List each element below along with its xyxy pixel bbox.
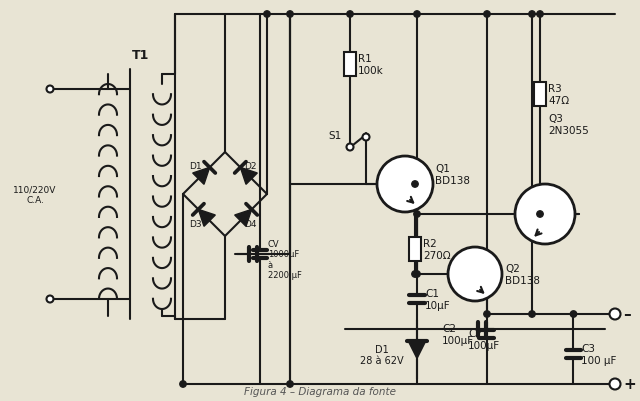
Text: C2
100μF: C2 100μF: [442, 323, 474, 345]
Bar: [409, 237, 421, 261]
Circle shape: [180, 381, 186, 387]
Text: C3
100 μF: C3 100 μF: [582, 343, 617, 365]
Circle shape: [529, 12, 535, 18]
Text: R3
47Ω: R3 47Ω: [548, 84, 569, 105]
Text: D3: D3: [189, 220, 202, 229]
Text: D4: D4: [244, 220, 256, 229]
Circle shape: [537, 211, 543, 218]
Text: –: –: [623, 307, 631, 322]
Polygon shape: [241, 168, 257, 185]
Bar: [534, 83, 546, 107]
Polygon shape: [193, 168, 210, 185]
Polygon shape: [235, 210, 252, 227]
Text: S1: S1: [329, 131, 342, 141]
Circle shape: [515, 184, 575, 244]
Circle shape: [287, 12, 293, 18]
Circle shape: [362, 134, 369, 141]
Circle shape: [47, 86, 54, 93]
Text: C2
100μF: C2 100μF: [468, 328, 500, 350]
Circle shape: [287, 381, 293, 387]
Polygon shape: [198, 210, 215, 227]
Text: 110/220V
C.A.: 110/220V C.A.: [13, 185, 57, 204]
Circle shape: [609, 379, 621, 389]
Text: R1
100k: R1 100k: [358, 54, 384, 76]
Circle shape: [414, 12, 420, 18]
Text: D2: D2: [244, 162, 256, 171]
Circle shape: [412, 181, 418, 188]
Circle shape: [570, 311, 577, 318]
Text: D1
28 à 62V: D1 28 à 62V: [360, 344, 404, 365]
Circle shape: [609, 309, 621, 320]
Text: Q2
BD138: Q2 BD138: [505, 263, 540, 285]
Circle shape: [537, 12, 543, 18]
Circle shape: [377, 157, 433, 213]
Text: Q1
BD138: Q1 BD138: [435, 164, 470, 185]
Circle shape: [347, 12, 353, 18]
Text: +: +: [623, 377, 636, 391]
Circle shape: [47, 296, 54, 303]
Text: T1: T1: [132, 49, 149, 62]
Bar: [344, 53, 356, 77]
Circle shape: [414, 271, 420, 277]
Polygon shape: [408, 341, 426, 358]
Text: CV
1000μF
à
2200 μF: CV 1000μF à 2200 μF: [268, 239, 302, 279]
Circle shape: [484, 12, 490, 18]
Circle shape: [484, 311, 490, 318]
Circle shape: [414, 211, 420, 218]
Text: Q3
2N3055: Q3 2N3055: [548, 114, 589, 136]
Text: Figura 4 – Diagrama da fonte: Figura 4 – Diagrama da fonte: [244, 386, 396, 396]
Circle shape: [264, 12, 270, 18]
Circle shape: [529, 311, 535, 318]
Circle shape: [412, 271, 418, 277]
Text: R2
270Ω: R2 270Ω: [423, 239, 451, 260]
Text: D1: D1: [189, 162, 202, 171]
Circle shape: [346, 144, 353, 151]
Text: C1
10μF: C1 10μF: [425, 288, 451, 310]
Circle shape: [448, 247, 502, 301]
